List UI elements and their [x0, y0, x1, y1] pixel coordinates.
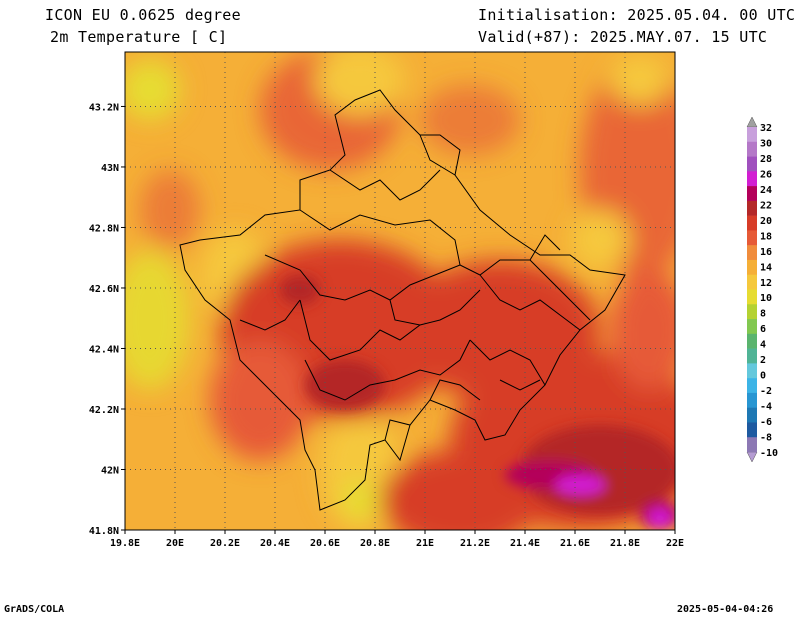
lon-label: 21.6E: [560, 538, 590, 549]
lat-label: 42.2N: [89, 405, 119, 416]
colorbar-segment: [747, 230, 757, 246]
colorbar-bottom-arrow: [746, 451, 758, 463]
lon-label: 20.8E: [360, 538, 390, 549]
lon-label: 20E: [166, 538, 184, 549]
colorbar-segment: [747, 186, 757, 202]
lat-label: 43.2N: [89, 102, 119, 113]
latitude-labels: 43.2N 43N 42.8N 42.6N 42.4N 42.2N 42N 41.8N: [89, 102, 119, 537]
lon-label: 20.6E: [310, 538, 340, 549]
colorbar-segment: [747, 127, 757, 143]
plot-frame: [124, 51, 676, 531]
lat-label: 42N: [101, 465, 119, 476]
lon-label: 20.2E: [210, 538, 240, 549]
colorbar-segment: [747, 156, 757, 172]
colorbar-segment: [747, 348, 757, 364]
colorbar-segment: [747, 378, 757, 394]
colorbar-label: 8: [760, 309, 766, 320]
lon-label: 21.4E: [510, 538, 540, 549]
colorbar-segment: [747, 437, 757, 453]
colorbar-label: -8: [760, 433, 772, 444]
footer-timestamp: 2025-05-04-04:26: [677, 604, 774, 615]
lat-label: 42.4N: [89, 344, 119, 355]
colorbar-segment: [747, 274, 757, 290]
colorbar-segment: [747, 363, 757, 379]
map-grid: [125, 52, 675, 530]
lon-label: 19.8E: [110, 538, 140, 549]
colorbar-label: -4: [760, 402, 772, 413]
region-borders: [179, 89, 626, 511]
colorbar-label: 6: [760, 324, 766, 335]
colorbar-label: -6: [760, 417, 772, 428]
variable-title: 2m Temperature [ C]: [50, 28, 228, 46]
colorbar-segment: [747, 200, 757, 216]
lon-label: 21.8E: [610, 538, 640, 549]
colorbar-label: 14: [760, 262, 772, 273]
lon-label: 21E: [416, 538, 434, 549]
colorbar-segment: [747, 171, 757, 187]
footer-credit: GrADS/COLA: [4, 604, 65, 615]
lon-label: 21.2E: [460, 538, 490, 549]
colorbar-label: 30: [760, 138, 772, 149]
colorbar-segment: [747, 304, 757, 320]
colorbar-segment: [747, 333, 757, 349]
colorbar-label: 26: [760, 169, 772, 180]
colorbar-label: -2: [760, 386, 772, 397]
lat-label: 42.8N: [89, 223, 119, 234]
colorbar-segment: [747, 422, 757, 438]
lat-label: 41.8N: [89, 526, 119, 537]
colorbar-label: 4: [760, 340, 766, 351]
colorbar-label: -10: [760, 448, 778, 459]
colorbar-segment: [747, 392, 757, 408]
colorbar-label: 16: [760, 247, 772, 258]
colorbar-segment: [747, 407, 757, 423]
colorbar-segment: [747, 215, 757, 231]
colorbar-label: 22: [760, 200, 772, 211]
colorbar-label: 0: [760, 371, 766, 382]
colorbar-label: 28: [760, 154, 772, 165]
lon-label: 20.4E: [260, 538, 290, 549]
lat-label: 42.6N: [89, 284, 119, 295]
colorbar-label: 10: [760, 293, 772, 304]
colorbar-segment: [747, 141, 757, 157]
valid-time: Valid(+87): 2025.MAY.07. 15 UTC: [478, 28, 768, 46]
axis-ticks: [121, 105, 676, 534]
colorbar-segment: [747, 289, 757, 305]
init-time: Initialisation: 2025.05.04. 00 UTC: [478, 6, 796, 24]
model-title: ICON EU 0.0625 degree: [45, 6, 241, 24]
temperature-field: [125, 52, 675, 530]
colorbar-label: 2: [760, 355, 766, 366]
longitude-labels: 19.8E 20E 20.2E 20.4E 20.6E 20.8E 21E 21.2E 21.4…: [110, 538, 684, 549]
colorbar-segment: [747, 259, 757, 276]
colorbar-label: 12: [760, 278, 772, 289]
lon-label: 22E: [666, 538, 684, 549]
colorbar-label: 18: [760, 231, 772, 242]
colorbar-label: 24: [760, 185, 772, 196]
colorbar-segment: [747, 245, 757, 261]
colorbar-label: 20: [760, 216, 772, 227]
colorbar-label: 32: [760, 123, 772, 134]
colorbar-segment: [747, 319, 757, 335]
lat-label: 43N: [101, 163, 119, 174]
colorbar-top-arrow: [746, 116, 758, 128]
